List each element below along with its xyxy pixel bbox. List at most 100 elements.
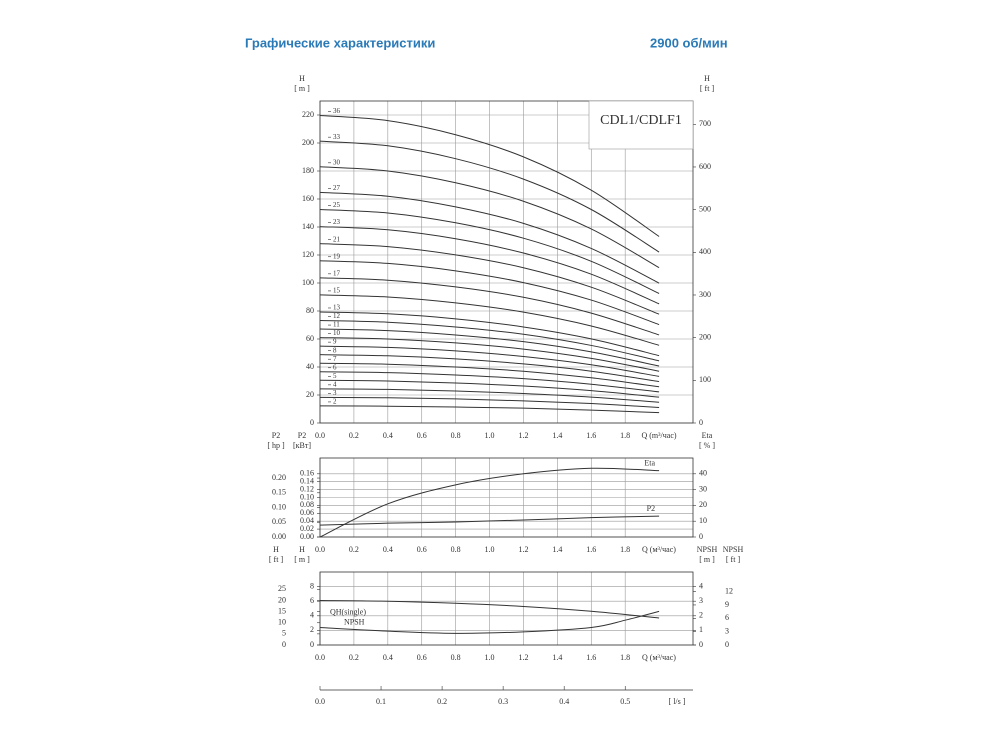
x-tick-label: 1.4 (552, 431, 562, 440)
series-label: 13 (333, 304, 341, 312)
y-tick-label: 0.04 (300, 516, 314, 525)
x-tick-label: 1.4 (552, 545, 562, 554)
series-label: 7 (333, 355, 337, 363)
series-label: 12 (333, 312, 341, 320)
x-tick-label: 1.8 (620, 653, 630, 662)
y-tick-label: 0 (310, 640, 314, 649)
y-tick-label: 10 (278, 618, 286, 627)
y-tick-label: 2 (310, 625, 314, 634)
page-title: Графические характеристики (245, 35, 435, 50)
plot-border (319, 100, 694, 424)
y-tick-label: 8 (310, 581, 314, 590)
axis-title: NPSH (723, 545, 744, 554)
axis-unit: [ ft ] (700, 84, 715, 93)
axis-unit: [ m ] (294, 555, 310, 564)
series-label: 23 (333, 218, 341, 226)
y-tick-label: 80 (306, 306, 314, 315)
axis-title: NPSH (697, 545, 718, 554)
series-line (319, 362, 660, 388)
y-tick-label: 180 (302, 166, 314, 175)
y-tick-label: 0.12 (300, 484, 314, 493)
axis-title: P2 (298, 431, 306, 440)
y-tick-label: 0.15 (272, 488, 286, 497)
axis-title: Eta (702, 431, 713, 440)
y-tick-label: 6 (725, 613, 729, 622)
y-tick-label: 200 (699, 332, 711, 341)
x-tick-label: 0.2 (349, 431, 359, 440)
y-tick-label: 0 (699, 532, 703, 541)
series-line (319, 379, 660, 398)
series-line (319, 515, 660, 526)
plot-border (319, 457, 694, 538)
x-tick-label: 1.6 (586, 653, 596, 662)
series-label: 21 (333, 235, 341, 243)
y-tick-label: 0.00 (300, 532, 314, 541)
series-line (319, 243, 660, 315)
y-tick-label: 2 (699, 611, 703, 620)
y-tick-label: 0.10 (272, 502, 286, 511)
model-box (588, 100, 694, 150)
series-line (319, 405, 660, 414)
x-tick-label: 0.2 (349, 545, 359, 554)
series-line (319, 345, 660, 377)
series-label: 4 (333, 380, 337, 388)
axis-unit: [ ft ] (726, 555, 741, 564)
series-label: 9 (333, 338, 337, 346)
series-label: 5 (333, 372, 337, 380)
y-tick-label: 40 (699, 469, 707, 478)
axis-title: H (299, 74, 305, 83)
y-tick-label: 0.02 (300, 524, 314, 533)
series-label: 19 (333, 252, 341, 260)
series-line (319, 396, 660, 408)
model-label: CDL1/CDLF1 (600, 113, 682, 128)
y-tick-label: 0.06 (300, 508, 314, 517)
series-line (319, 191, 660, 284)
y-tick-label: 9 (725, 600, 729, 609)
series-label: 8 (333, 346, 337, 354)
y-tick-label: 0.16 (300, 469, 314, 478)
y-tick-label: 0 (725, 640, 729, 649)
y-tick-label: 200 (302, 138, 314, 147)
axis-unit: [ hp ] (267, 441, 285, 450)
y-tick-label: 300 (699, 290, 711, 299)
x-tick-label: 1.2 (518, 653, 528, 662)
x-tick-label: 0.6 (417, 431, 427, 440)
series-label: 15 (333, 287, 341, 295)
y-tick-label: 0 (699, 640, 703, 649)
y-tick-label: 0.14 (300, 477, 314, 486)
axis-title: H (273, 545, 279, 554)
y-tick-label: 40 (306, 362, 314, 371)
series-label: 10 (333, 329, 341, 337)
y-tick-label: 3 (699, 596, 703, 605)
series-line (319, 115, 660, 237)
x2-tick-label: 0.0 (315, 697, 325, 706)
series-label: NPSH (344, 617, 365, 626)
series-label: 11 (333, 321, 340, 329)
x-tick-label: 1.6 (586, 431, 596, 440)
x-tick-label: 1.0 (485, 545, 495, 554)
series-line (319, 371, 660, 393)
x-tick-label: 1.0 (485, 653, 495, 662)
series-label: 27 (333, 184, 341, 192)
x-axis-label: Q (м³/час) (642, 653, 676, 662)
series-label: P2 (647, 504, 655, 513)
series-label: 2 (333, 398, 337, 406)
axis-unit: [кВт] (293, 441, 311, 450)
y-tick-label: 3 (725, 626, 729, 635)
x-tick-label: 0.4 (383, 545, 393, 554)
series-label: 36 (333, 107, 341, 115)
plot-border (319, 571, 694, 646)
series-line (319, 337, 660, 372)
y-tick-label: 700 (699, 119, 711, 128)
y-tick-label: 12 (725, 586, 733, 595)
x-tick-label: 0.0 (315, 431, 325, 440)
series-label: 30 (333, 158, 341, 166)
y-tick-label: 0.08 (300, 500, 314, 509)
y-tick-label: 120 (302, 250, 314, 259)
series-line (319, 320, 660, 362)
y-tick-label: 20 (278, 595, 286, 604)
axis-unit: [ ft ] (269, 555, 284, 564)
y-tick-label: 30 (699, 484, 707, 493)
x-tick-label: 1.2 (518, 545, 528, 554)
